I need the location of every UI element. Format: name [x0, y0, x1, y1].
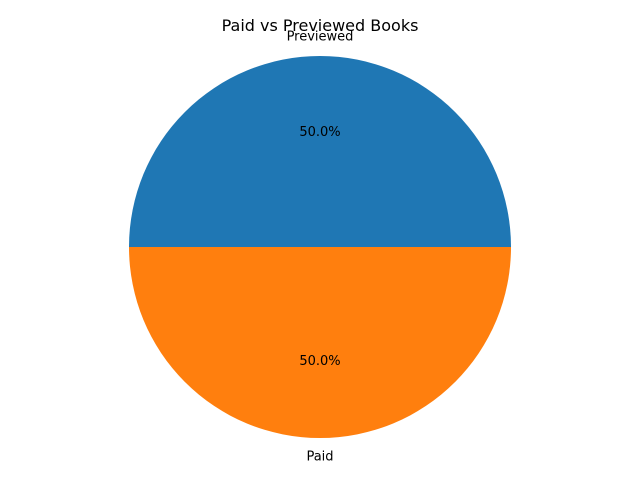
pie-slices	[129, 56, 511, 438]
pie-labels: Previewed 50.0% Paid 50.0%	[287, 29, 354, 464]
percent-label-previewed: 50.0%	[299, 125, 340, 140]
pie-slice-previewed	[129, 56, 511, 247]
percent-label-paid: 50.0%	[299, 354, 340, 369]
pie-slice-paid	[129, 247, 511, 438]
slice-label-paid: Paid	[306, 450, 333, 465]
chart-title: Paid vs Previewed Books	[222, 16, 419, 35]
slice-label-previewed: Previewed	[287, 29, 354, 44]
